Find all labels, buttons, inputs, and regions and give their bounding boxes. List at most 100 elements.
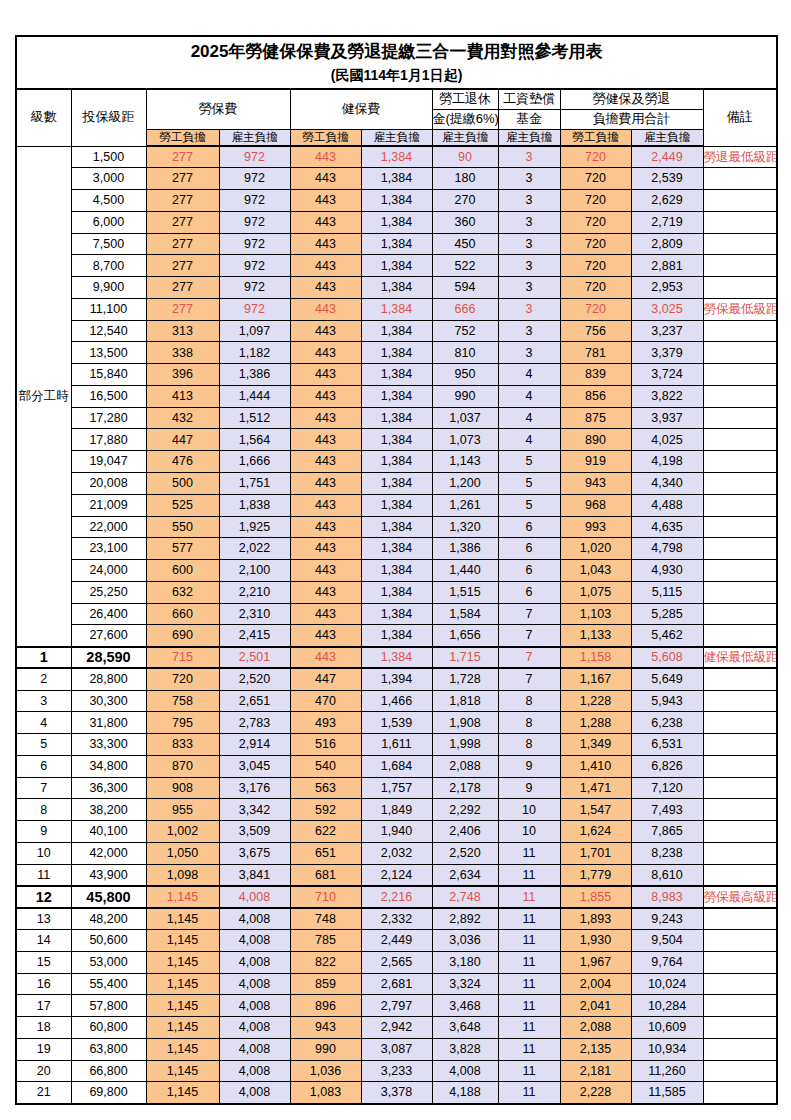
value-cell: 443 — [290, 342, 361, 364]
value-cell: 3,324 — [432, 973, 498, 995]
remark-cell — [703, 516, 777, 538]
salary-bracket-cell: 12,540 — [71, 320, 146, 342]
col-header-pension-line2: 金(提繳6%) — [432, 109, 498, 129]
table-row: 8,7002779724431,38452237202,881 — [16, 255, 777, 277]
value-cell: 4,340 — [631, 472, 703, 494]
value-cell: 1,384 — [361, 211, 432, 233]
value-cell: 785 — [290, 930, 361, 952]
value-cell: 955 — [146, 799, 219, 821]
level-cell: 3 — [16, 690, 71, 712]
value-cell: 5,115 — [631, 581, 703, 603]
value-cell: 1,167 — [560, 668, 631, 690]
level-cell: 10 — [16, 843, 71, 865]
value-cell: 2,942 — [361, 1017, 432, 1039]
value-cell: 3 — [498, 320, 560, 342]
salary-bracket-cell: 24,000 — [71, 560, 146, 582]
salary-bracket-cell: 17,280 — [71, 407, 146, 429]
value-cell: 7 — [498, 647, 560, 669]
value-cell: 875 — [560, 407, 631, 429]
value-cell: 972 — [219, 190, 290, 212]
value-cell: 443 — [290, 277, 361, 299]
value-cell: 493 — [290, 712, 361, 734]
value-cell: 1,384 — [361, 451, 432, 473]
table-row: 128,5907152,5014431,3841,71571,1585,608健… — [16, 647, 777, 669]
remark-cell — [703, 320, 777, 342]
value-cell: 1,145 — [146, 1017, 219, 1039]
value-cell: 2,178 — [432, 777, 498, 799]
value-cell: 1,715 — [432, 647, 498, 669]
value-cell: 1,384 — [361, 429, 432, 451]
value-cell: 1,444 — [219, 385, 290, 407]
value-cell: 632 — [146, 581, 219, 603]
value-cell: 7,120 — [631, 777, 703, 799]
value-cell: 2,651 — [219, 690, 290, 712]
value-cell: 1,145 — [146, 1082, 219, 1104]
remark-cell — [703, 712, 777, 734]
table-row: 11,1002779724431,38466637203,025勞保最低級距 — [16, 298, 777, 320]
remark-cell — [703, 930, 777, 952]
value-cell: 90 — [432, 146, 498, 168]
value-cell: 9 — [498, 755, 560, 777]
remark-cell: 勞保最高級距 — [703, 886, 777, 908]
premium-table: 2025年勞健保保費及勞退提繳三合一費用對照參考用表 (民國114年1月1日起)… — [15, 35, 778, 1105]
table-row: 7,5002779724431,38445037202,809 — [16, 233, 777, 255]
level-cell: 19 — [16, 1038, 71, 1060]
value-cell: 5 — [498, 451, 560, 473]
salary-bracket-cell: 27,600 — [71, 625, 146, 647]
value-cell: 1,666 — [219, 451, 290, 473]
value-cell: 2,892 — [432, 908, 498, 930]
value-cell: 1,384 — [361, 342, 432, 364]
value-cell: 833 — [146, 734, 219, 756]
subheader-total-employee: 勞工負擔 — [560, 129, 631, 146]
value-cell: 470 — [290, 690, 361, 712]
value-cell: 2,719 — [631, 211, 703, 233]
value-cell: 2,539 — [631, 168, 703, 190]
value-cell: 1,143 — [432, 451, 498, 473]
value-cell: 720 — [560, 146, 631, 168]
value-cell: 4,008 — [432, 1060, 498, 1082]
value-cell: 1,145 — [146, 1060, 219, 1082]
value-cell: 7,865 — [631, 821, 703, 843]
col-header-total-line1: 勞健保及勞退 — [560, 89, 703, 109]
value-cell: 822 — [290, 951, 361, 973]
value-cell: 3,045 — [219, 755, 290, 777]
value-cell: 3,675 — [219, 843, 290, 865]
value-cell: 720 — [560, 190, 631, 212]
table-row: 23,1005772,0224431,3841,38661,0204,798 — [16, 538, 777, 560]
value-cell: 2,210 — [219, 581, 290, 603]
value-cell: 1,384 — [361, 494, 432, 516]
value-cell: 3 — [498, 255, 560, 277]
table-row: 21,0095251,8384431,3841,26159684,488 — [16, 494, 777, 516]
value-cell: 1,384 — [361, 603, 432, 625]
value-cell: 2,634 — [432, 864, 498, 886]
value-cell: 1,261 — [432, 494, 498, 516]
salary-bracket-cell: 40,100 — [71, 821, 146, 843]
value-cell: 443 — [290, 429, 361, 451]
remark-cell — [703, 1060, 777, 1082]
value-cell: 690 — [146, 625, 219, 647]
value-cell: 710 — [290, 886, 361, 908]
salary-bracket-cell: 57,800 — [71, 995, 146, 1017]
subheader-health-employee: 勞工負擔 — [290, 129, 361, 146]
value-cell: 443 — [290, 233, 361, 255]
value-cell: 1,384 — [361, 255, 432, 277]
value-cell: 360 — [432, 211, 498, 233]
value-cell: 10 — [498, 799, 560, 821]
value-cell: 720 — [560, 277, 631, 299]
value-cell: 3 — [498, 190, 560, 212]
salary-bracket-cell: 17,880 — [71, 429, 146, 451]
value-cell: 651 — [290, 843, 361, 865]
value-cell: 600 — [146, 560, 219, 582]
salary-bracket-cell: 22,000 — [71, 516, 146, 538]
salary-bracket-cell: 11,100 — [71, 298, 146, 320]
value-cell: 180 — [432, 168, 498, 190]
value-cell: 550 — [146, 516, 219, 538]
value-cell: 3,468 — [432, 995, 498, 1017]
value-cell: 476 — [146, 451, 219, 473]
table-row: 17,8804471,5644431,3841,07348904,025 — [16, 429, 777, 451]
table-row: 26,4006602,3104431,3841,58471,1035,285 — [16, 603, 777, 625]
salary-bracket-cell: 19,047 — [71, 451, 146, 473]
value-cell: 4,188 — [432, 1082, 498, 1104]
value-cell: 795 — [146, 712, 219, 734]
value-cell: 1,020 — [560, 538, 631, 560]
